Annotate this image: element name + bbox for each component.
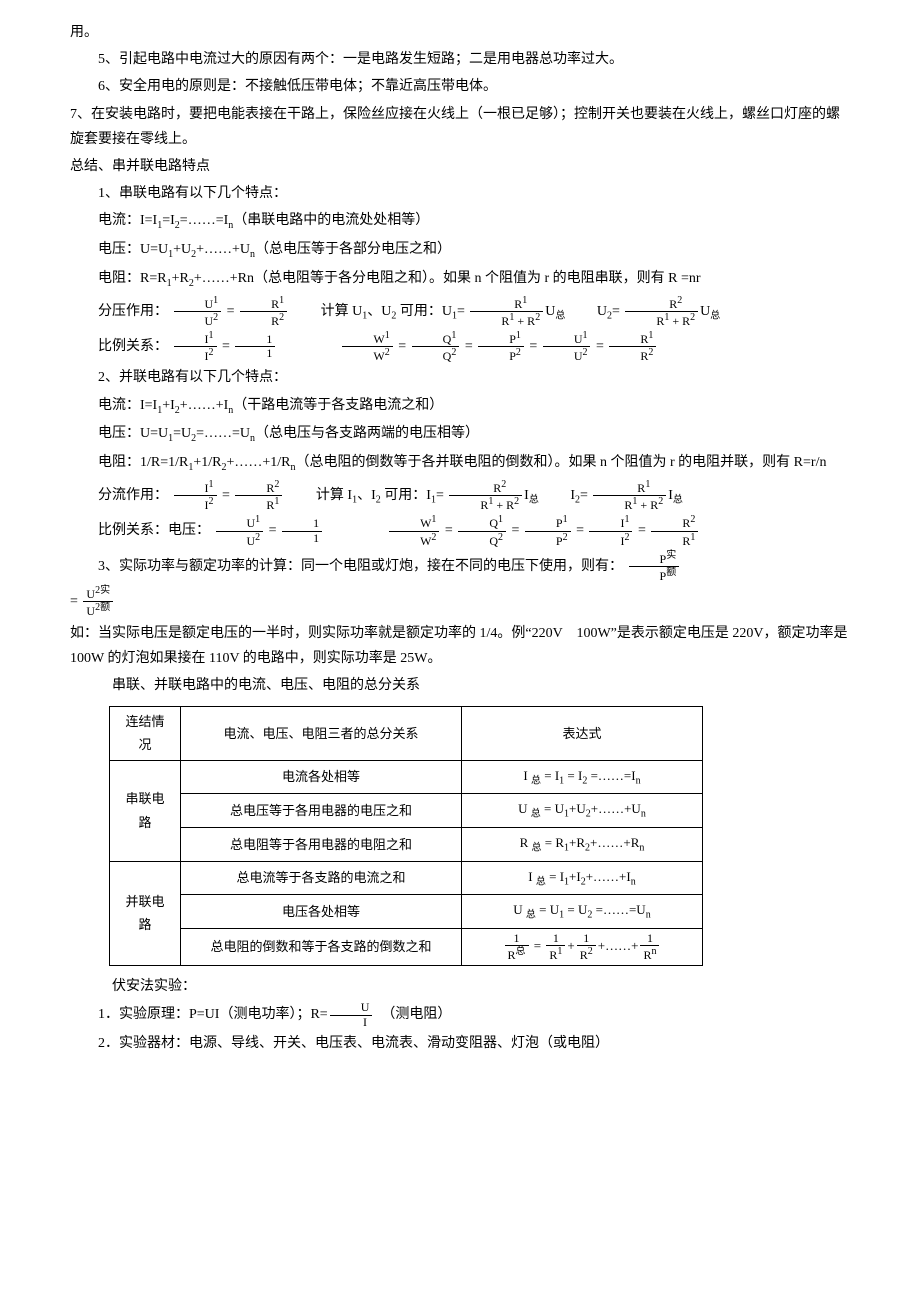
formula-line: 1．实验原理：P=UI（测电功率）；R=UI （测电阻） [70,1001,850,1028]
formula-line: 比例关系：电压： U1U2 = 11 W1W2 = Q1Q2 = P1P2 = … [70,514,850,547]
table-cell: I 总 = I1+I2+……+In [462,861,703,895]
formula-line: 电阻：1/R=1/R1+1/R2+……+1/Rn（总电阻的倒数等于各并联电阻的倒… [70,450,850,477]
text-line: 2、并联电路有以下几个特点： [70,365,850,390]
table-cell: 1R总 = 1R1+1R2+……+1Rn [462,928,703,965]
table-cell: 电压各处相等 [181,895,462,929]
text-line: 7、在安装电路时，要把电能表接在干路上，保险丝应接在火线上（一根已足够）；控制开… [70,102,850,152]
table-cell: 总电流等于各支路的电流之和 [181,861,462,895]
text-line: 如：当实际电压是额定电压的一半时，则实际功率就是额定功率的 1/4。例“220V… [70,621,850,671]
formula-line: 3、实际功率与额定功率的计算：同一个电阻或灯炮，接在不同的电压下使用，则有： P… [70,550,850,583]
table-row: 串联电路 电流各处相等 I 总 = I1 = I2 =……=In [110,760,703,794]
table-cell: U 总 = U1 = U2 =……=Un [462,895,703,929]
table-cell: U 总 = U1+U2+……+Un [462,794,703,828]
text-line: 1、串联电路有以下几个特点： [70,181,850,206]
table-cell: 电流各处相等 [181,760,462,794]
text-line: 用。 [70,20,850,45]
formula-line: 电流：I=I1=I2=……=In（串联电路中的电流处处相等） [70,208,850,235]
table-cell: 总电压等于各用电器的电压之和 [181,794,462,828]
table-cell: R 总 = R1+R2+……+Rn [462,828,703,862]
table-cell: 串联电路 [110,760,181,861]
formula-line: = U2实U2额 [70,585,850,618]
table-cell: 并联电路 [110,861,181,966]
circuit-summary-table: 连结情况 电流、电压、电阻三者的总分关系 表达式 串联电路 电流各处相等 I 总… [109,706,703,966]
table-row: 并联电路 总电流等于各支路的电流之和 I 总 = I1+I2+……+In [110,861,703,895]
text-line: 串联、并联电路中的电流、电压、电阻的总分关系 [70,673,850,698]
formula-line: 电压：U=U1+U2+……+Un（总电压等于各部分电压之和） [70,237,850,264]
formula-line: 电阻：R=R1+R2+……+Rn（总电阻等于各分电阻之和）。如果 n 个阻值为 … [70,266,850,293]
table-cell: I 总 = I1 = I2 =……=In [462,760,703,794]
table-header: 电流、电压、电阻三者的总分关系 [181,707,462,761]
table-row: 电压各处相等 U 总 = U1 = U2 =……=Un [110,895,703,929]
formula-line: 分压作用： U1U2 = R1R2 计算 U1、U2 可用：U1= R1R1 +… [70,295,850,328]
table-cell: 总电阻的倒数和等于各支路的倒数之和 [181,928,462,965]
table-header: 表达式 [462,707,703,761]
text-line: 6、安全用电的原则是：不接触低压带电体；不靠近高压带电体。 [70,74,850,99]
table-header: 连结情况 [110,707,181,761]
section-heading: 总结、串并联电路特点 [70,154,850,179]
table-cell: 总电阻等于各用电器的电阻之和 [181,828,462,862]
text-line: 2．实验器材：电源、导线、开关、电压表、电流表、滑动变阻器、灯泡（或电阻） [70,1031,850,1056]
text-line: 5、引起电路中电流过大的原因有两个：一是电路发生短路；二是用电器总功率过大。 [70,47,850,72]
table-row: 总电阻等于各用电器的电阻之和 R 总 = R1+R2+……+Rn [110,828,703,862]
table-row: 总电阻的倒数和等于各支路的倒数之和 1R总 = 1R1+1R2+……+1Rn [110,928,703,965]
formula-line: 比例关系： I1I2 = 11 W1W2 = Q1Q2 = P1P2 = U1U… [70,330,850,363]
table-row: 总电压等于各用电器的电压之和 U 总 = U1+U2+……+Un [110,794,703,828]
formula-line: 分流作用： I1I2 = R2R1 计算 I1、I2 可用：I1= R2R1 +… [70,479,850,512]
table-header-row: 连结情况 电流、电压、电阻三者的总分关系 表达式 [110,707,703,761]
text-line: 伏安法实验： [70,974,850,999]
formula-line: 电流：I=I1+I2+……+In（干路电流等于各支路电流之和） [70,393,850,420]
formula-line: 电压：U=U1=U2=……=Un（总电压与各支路两端的电压相等） [70,421,850,448]
